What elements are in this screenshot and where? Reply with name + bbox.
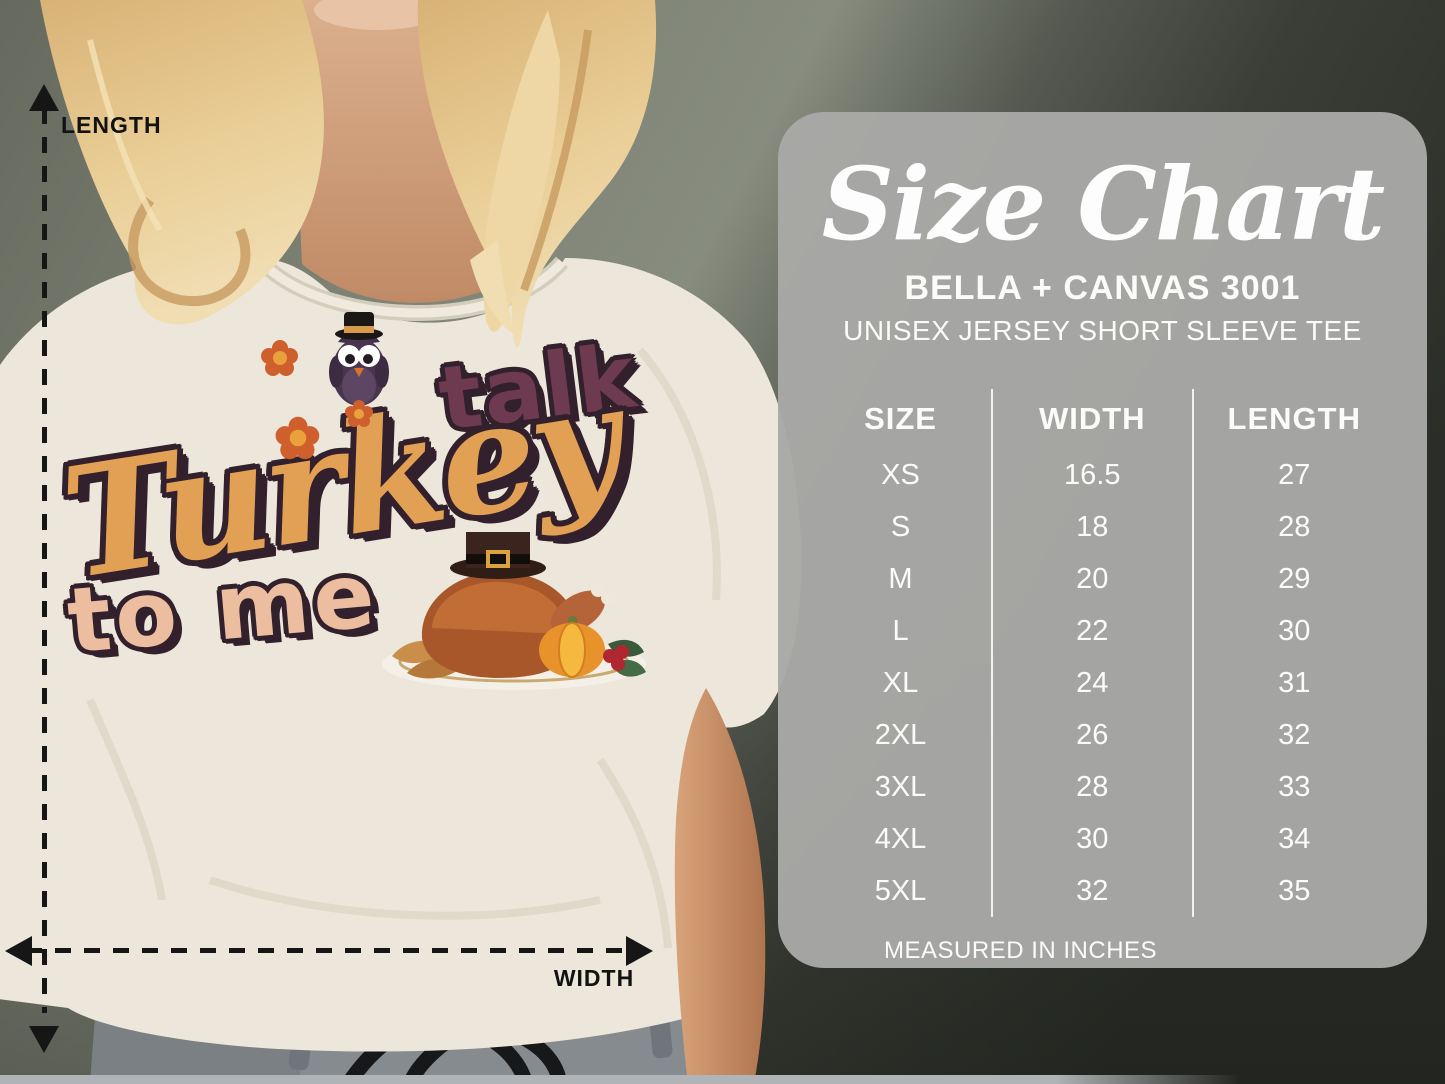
width-cell: 32 bbox=[990, 865, 1195, 917]
model-arm bbox=[674, 688, 766, 1084]
width-cell: 16.5 bbox=[990, 449, 1195, 501]
pumpkin-icon bbox=[539, 616, 605, 678]
size-cell: S bbox=[890, 510, 911, 543]
width-cell: 18 bbox=[990, 501, 1195, 553]
size-table-body: XS 16.5 27 S 18 28 M 20 29 L 22 30 XL 24 31 2XL 26 32 3XL 2… bbox=[811, 449, 1395, 917]
length-cell: 32 bbox=[1278, 718, 1311, 751]
size-cell: 2XL bbox=[874, 718, 927, 751]
length-cell: 29 bbox=[1278, 562, 1311, 595]
length-arrow-line bbox=[42, 108, 47, 1013]
width-cell: 24 bbox=[990, 657, 1195, 709]
flower-icon bbox=[261, 340, 298, 376]
hair-right bbox=[417, 0, 657, 348]
width-label: WIDTH bbox=[553, 965, 635, 991]
size-cell: 5XL bbox=[874, 874, 927, 907]
product-style: UNISEX JERSEY SHORT SLEEVE TEE bbox=[843, 315, 1362, 346]
size-row: XS 16.5 27 bbox=[811, 449, 1395, 501]
length-cell: 30 bbox=[1278, 614, 1311, 647]
length-cell: 31 bbox=[1278, 666, 1311, 699]
product-name: BELLA + CANVAS 3001 bbox=[904, 269, 1301, 307]
width-arrow-line bbox=[26, 948, 628, 953]
units-footnote: MEASURED IN INCHES bbox=[884, 937, 1158, 964]
size-chart-title: Size Chart bbox=[821, 145, 1385, 263]
length-cell: 34 bbox=[1278, 822, 1311, 855]
size-cell: XL bbox=[882, 666, 919, 699]
flower-icon bbox=[275, 416, 320, 460]
size-cell: M bbox=[888, 562, 913, 595]
size-row: XL 24 31 bbox=[811, 657, 1395, 709]
length-cell: 27 bbox=[1278, 458, 1311, 491]
size-chart-panel: Size Chart BELLA + CANVAS 3001 UNISEX JE… bbox=[778, 112, 1427, 968]
pilgrim-owl-icon bbox=[329, 312, 389, 427]
size-row: 4XL 30 34 bbox=[811, 813, 1395, 865]
hair-left bbox=[40, 0, 324, 325]
width-cell: 30 bbox=[990, 813, 1195, 865]
width-cell: 20 bbox=[990, 553, 1195, 605]
roast-turkey-dinner-icon bbox=[382, 532, 646, 690]
size-table: SIZE WIDTH LENGTH XS 16.5 27 S 18 28 M 20 29 L 22 3… bbox=[811, 389, 1395, 917]
size-cell: XS bbox=[881, 458, 920, 491]
width-cell: 26 bbox=[990, 709, 1195, 761]
size-row: 5XL 32 35 bbox=[811, 865, 1395, 917]
size-cell: L bbox=[892, 614, 909, 647]
size-cell: 4XL bbox=[874, 822, 927, 855]
size-row: M 20 29 bbox=[811, 553, 1395, 605]
width-cell: 22 bbox=[990, 605, 1195, 657]
size-row: 2XL 26 32 bbox=[811, 709, 1395, 761]
size-table-header: SIZE WIDTH LENGTH bbox=[811, 389, 1395, 449]
length-cell: 33 bbox=[1278, 770, 1311, 803]
size-row: L 22 30 bbox=[811, 605, 1395, 657]
flower-icon bbox=[345, 400, 373, 427]
length-cell: 35 bbox=[1278, 874, 1311, 907]
size-row: 3XL 28 33 bbox=[811, 761, 1395, 813]
holly-berries bbox=[603, 639, 646, 677]
column-size: SIZE bbox=[864, 401, 937, 436]
size-row: S 18 28 bbox=[811, 501, 1395, 553]
floor-edge-strip bbox=[0, 1075, 1240, 1084]
column-length: LENGTH bbox=[1227, 401, 1361, 436]
length-label: LENGTH bbox=[61, 112, 162, 138]
size-cell: 3XL bbox=[874, 770, 927, 803]
column-width: WIDTH bbox=[990, 389, 1195, 449]
width-cell: 28 bbox=[990, 761, 1195, 813]
length-cell: 28 bbox=[1278, 510, 1311, 543]
